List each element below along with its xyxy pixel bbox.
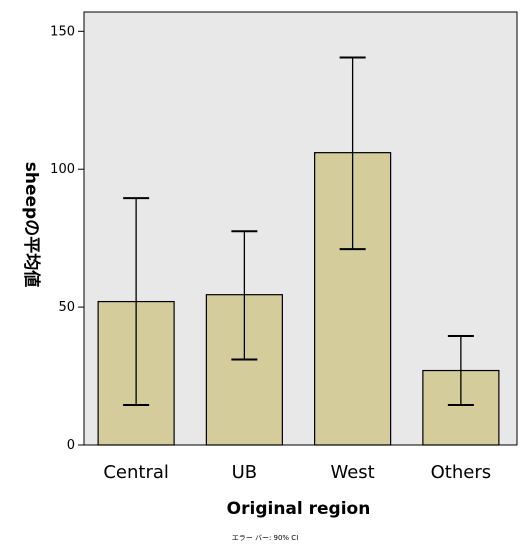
error-bar-ub xyxy=(231,230,258,361)
x-tick-label-others: Others xyxy=(431,462,492,483)
y-axis: 0 50 100 150 xyxy=(50,24,84,453)
x-tick-label-ub: UB xyxy=(232,462,258,483)
x-tick-label-central: Central xyxy=(103,462,169,483)
y-tick-label: 100 xyxy=(50,162,75,177)
x-axis-title: Original region xyxy=(227,499,371,519)
error-bar-central xyxy=(123,197,150,407)
y-tick-label: 50 xyxy=(58,300,75,315)
x-tick-label-west: West xyxy=(330,462,374,483)
error-bar-others xyxy=(447,335,474,407)
y-tick-label: 150 xyxy=(50,24,75,39)
y-tick-label: 0 xyxy=(67,438,75,453)
error-bars-group xyxy=(123,56,474,407)
x-tick-labels: Central UB West Others xyxy=(103,462,491,483)
y-axis-title: sheepの平均値 xyxy=(21,162,42,287)
error-bar-footnote: エラー バー: 90% CI xyxy=(232,534,299,542)
error-bar-west xyxy=(339,56,366,251)
